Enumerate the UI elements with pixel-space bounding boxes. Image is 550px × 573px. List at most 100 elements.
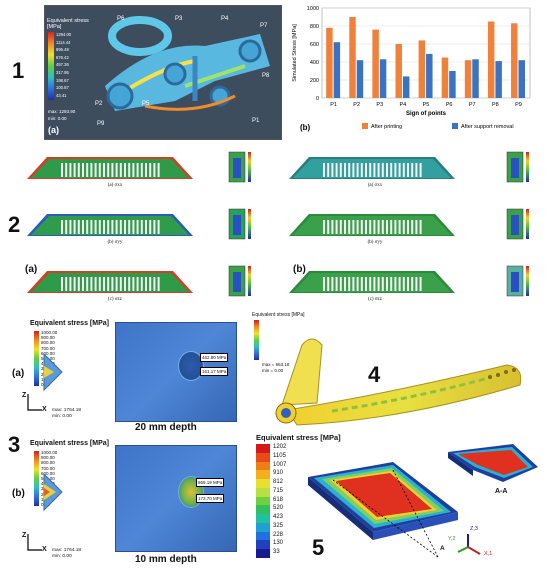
colorbar-step [256,549,270,558]
tick: 600.00 [41,350,55,356]
panel2-left-section [227,150,257,184]
panel5-colorbar [256,444,270,558]
x-tick-label: P2 [353,102,360,108]
panel-number-4: 4 [368,362,381,387]
panel2-right-caption: (c) σzz [368,297,382,302]
bar-after-printing [418,40,426,98]
panel1-sub-a: (a) [48,125,59,135]
panel3-bot-fin [43,472,63,512]
panel3-bot-colorbar [34,451,39,506]
panel5-ticks: 1202 1105 1007 910 812 715 618 520 423 3… [273,443,286,557]
panel3-top-cb-title: Equivalent stress [MPa] [30,320,109,327]
panel3-top-callout2: 161.17 MPa [200,367,229,376]
tick: 700.00 [41,345,55,351]
x-tick-label: P7 [469,102,476,108]
x-tick-label: P1 [330,102,337,108]
panel3-bot-axis-z: Z [22,532,27,539]
colorbar-step [256,496,270,506]
bar-after-printing [326,27,333,98]
colorbar-step [256,444,270,453]
point-label-p6: P6 [117,16,125,22]
panel3-bot-depth: 10 mm depth [135,554,197,565]
panel2-right-beam-svg [289,214,455,236]
colorbar-step [256,522,270,532]
panel4-arm-render [275,338,522,426]
panel2-left-beam-svg [27,214,193,236]
y-tick-label: 1000 [307,6,319,12]
point-label-p8: P8 [262,73,270,79]
panel3-top-block: 462.80 MPa 161.17 MPa [115,322,237,422]
panel2-right-beam [287,210,457,236]
panel5-axis-z: Z,3 [470,526,478,532]
panel2-right-section [505,207,535,241]
tick: 1202 [273,444,287,450]
tick: 910 [273,470,284,477]
panel2-right-beam [287,153,457,179]
panel5-section-label: A-A [495,488,508,495]
point-label-p4: P4 [221,16,229,22]
point-label-p3: P3 [175,16,183,22]
tick: 1000.00 [41,330,58,335]
tick: 1294.00 [56,32,72,37]
panel2-right-section-svg [506,265,529,297]
tick: 1000.00 [41,450,58,455]
tick: 715 [273,487,284,494]
panel3-top-callout1: 462.80 MPa [200,353,229,362]
tick: 198.67 [56,77,69,83]
colorbar-step [256,452,270,462]
tick: 600.00 [41,470,55,476]
panel-number-5: 5 [312,535,325,560]
panel4-min: min = 0.00 [262,368,284,373]
y-tick-label: 600 [310,42,319,48]
panel2-left-caption: (c) σzz [108,297,122,302]
panel3-bot-callout2: 173.70 MPa [196,494,225,503]
point-label-p7: P7 [260,23,268,29]
panel3-bot-cb-title: Equivalent stress [MPa] [30,440,109,447]
x-tick-label: P6 [446,102,453,108]
panel3-bot-min: min: 0.00 [52,554,72,559]
legend-label: After support removal [461,124,514,130]
panel4-colorbar [254,320,259,360]
panel3-top-sub: (a) [12,368,25,379]
tick: 33 [273,549,280,555]
panel1b-chart: 0 200 400 600 800 1000 P1 P2 P3 P4 P5 P6 P7 P8 P9 Simul… [288,2,538,140]
y-tick-label: 400 [310,60,319,66]
panel4-cb-title: Equivalent stress [MPa] [252,312,305,318]
panel1-colorbar [48,32,54,100]
panel2-right-caption: (a) σxx [367,183,383,188]
tick: 1114.44 [56,39,71,45]
axis-triad-icon [27,394,42,411]
panel5-plate-render [308,444,538,558]
bar-after-support-removal [495,61,502,98]
tick: 1105 [273,452,286,459]
bar-after-support-removal [402,76,410,98]
panel2-left-beam-svg [27,271,193,293]
bar-after-printing [487,21,495,98]
tick: 228 [273,531,284,538]
tick: 457.36 [56,62,69,68]
bracket-stress-render [45,6,281,139]
panel1-image: Equivalent stress [MPa] 1294.00 1114.44 … [44,5,282,140]
x-tick-label: P5 [423,102,430,108]
colorbar-step [256,505,270,515]
y-tick-label: 0 [316,96,319,102]
colorbar-step [256,540,270,550]
panel2-sub-b: (b) [293,264,306,275]
colorbar-step [256,487,270,497]
panel4-max: max = 663.18 [262,362,290,367]
tick: 317.95 [56,69,69,75]
bar-after-printing [441,57,449,98]
panel2-left-section [227,264,257,298]
panel1-colorbar-title: Equivalent stress [MPa] [47,18,89,30]
colorbar-step [256,514,270,523]
panel5-label-a: A [440,545,445,552]
tick: 618 [273,496,284,503]
x-tick-label: P3 [376,102,383,108]
tick: 520 [273,505,284,512]
tick: 800.00 [41,460,55,466]
panel3-bot-max: max: 1764.18 [52,548,82,553]
x-tick-label: P9 [515,102,522,108]
panel2-right-section-svg [506,208,529,240]
panel2-area: (a) σxx (a) σxx (b) σyy (b [25,148,545,318]
panel2-sub-a: (a) [25,264,38,275]
